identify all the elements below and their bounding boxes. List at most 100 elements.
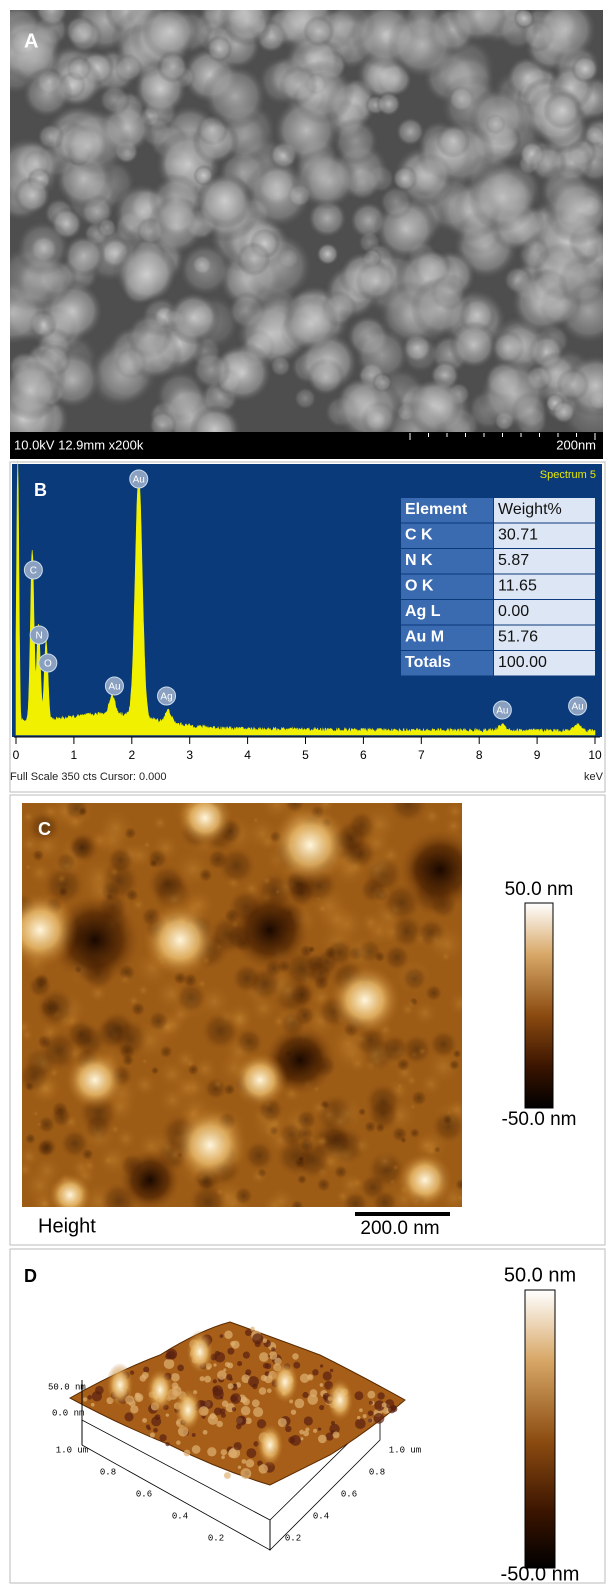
particle — [315, 242, 340, 266]
particle — [10, 360, 61, 421]
x-tick-label: 7 — [418, 748, 425, 762]
grain — [317, 1427, 322, 1431]
grain — [292, 1353, 299, 1360]
grain — [217, 846, 256, 885]
particle — [13, 176, 52, 215]
peak — [174, 1388, 202, 1432]
grain — [130, 1001, 146, 1017]
peak-badge — [157, 686, 177, 706]
grain — [388, 803, 428, 823]
particle — [62, 234, 106, 278]
cell-bg — [401, 625, 493, 650]
particle — [142, 902, 218, 978]
grain — [252, 1333, 264, 1345]
grain — [372, 1189, 398, 1207]
particle — [306, 357, 346, 397]
particle — [146, 196, 207, 256]
cell-bg — [494, 549, 595, 574]
grain — [258, 1387, 267, 1395]
grain — [381, 1402, 387, 1408]
grain — [316, 1177, 331, 1192]
colorbar-min: -50.0 nm — [501, 1563, 580, 1585]
grain — [307, 1374, 314, 1381]
grain — [426, 923, 462, 965]
cell-bg — [401, 498, 493, 523]
grain — [444, 816, 462, 836]
x-tick-label: 1 — [71, 748, 78, 762]
y-axis-label: 0.2 — [285, 1533, 301, 1543]
grain — [191, 1433, 196, 1437]
particle — [378, 184, 414, 220]
grain — [448, 1059, 461, 1071]
grain — [374, 1400, 385, 1411]
grain — [227, 1347, 235, 1355]
grain — [231, 1407, 237, 1412]
y-axis-label: 0.8 — [369, 1467, 385, 1477]
table-cell: 30.71 — [498, 527, 538, 544]
table-cell: Weight% — [498, 501, 562, 518]
particle — [64, 124, 109, 169]
grain — [215, 1187, 225, 1197]
grain — [237, 1360, 243, 1367]
grain — [294, 1398, 305, 1409]
grain — [99, 1010, 136, 1047]
grain — [204, 1375, 212, 1383]
grain — [159, 1434, 167, 1442]
grain — [265, 1125, 296, 1155]
grain — [290, 1199, 305, 1207]
grain — [219, 1408, 226, 1415]
grain — [245, 1417, 252, 1425]
grain — [199, 1376, 205, 1382]
z-label: 0.0 nm — [52, 1408, 84, 1418]
particle — [408, 375, 474, 432]
grain — [165, 1413, 169, 1417]
grain — [48, 1067, 60, 1079]
grain — [244, 1329, 252, 1337]
grain — [360, 805, 399, 844]
grain — [299, 1429, 304, 1435]
z-label: 50.0 nm — [48, 1382, 86, 1392]
particle — [154, 368, 208, 422]
peak-badge — [568, 696, 588, 716]
grain — [249, 1167, 268, 1186]
grain — [240, 1406, 251, 1416]
grain — [392, 1163, 400, 1172]
grain — [447, 990, 462, 1017]
particle — [172, 1107, 248, 1183]
cell-bg — [401, 600, 493, 625]
x-tick-label: 0 — [13, 748, 20, 762]
grain — [31, 849, 45, 862]
grain — [142, 840, 152, 850]
cell-bg — [494, 651, 595, 676]
peak-label: Ag — [160, 692, 172, 703]
grain — [224, 1330, 233, 1340]
grain — [351, 1135, 372, 1156]
grain — [329, 1368, 334, 1373]
particle — [448, 10, 507, 45]
scale-label: 200.0 nm — [360, 1218, 439, 1239]
y-axis-label: 0.4 — [313, 1511, 329, 1521]
particle — [278, 65, 319, 106]
particle — [531, 10, 599, 64]
grain — [323, 1394, 327, 1398]
grain — [367, 1410, 374, 1416]
grain — [223, 1368, 227, 1372]
panel-label: C — [38, 819, 51, 839]
cell-bg — [401, 651, 493, 676]
grain — [364, 1082, 402, 1120]
peak-label: Au — [572, 702, 584, 713]
grain — [417, 1046, 427, 1056]
pit — [120, 1150, 180, 1207]
table-cell: Au M — [405, 629, 444, 646]
particle — [544, 175, 603, 245]
grain — [121, 1053, 135, 1067]
grain — [322, 1371, 332, 1381]
particle — [331, 116, 380, 166]
particle — [570, 54, 600, 84]
grain — [170, 1372, 180, 1382]
grain — [216, 1420, 223, 1428]
grain — [223, 1083, 236, 1096]
grain — [141, 1372, 149, 1379]
grain — [356, 1415, 361, 1420]
